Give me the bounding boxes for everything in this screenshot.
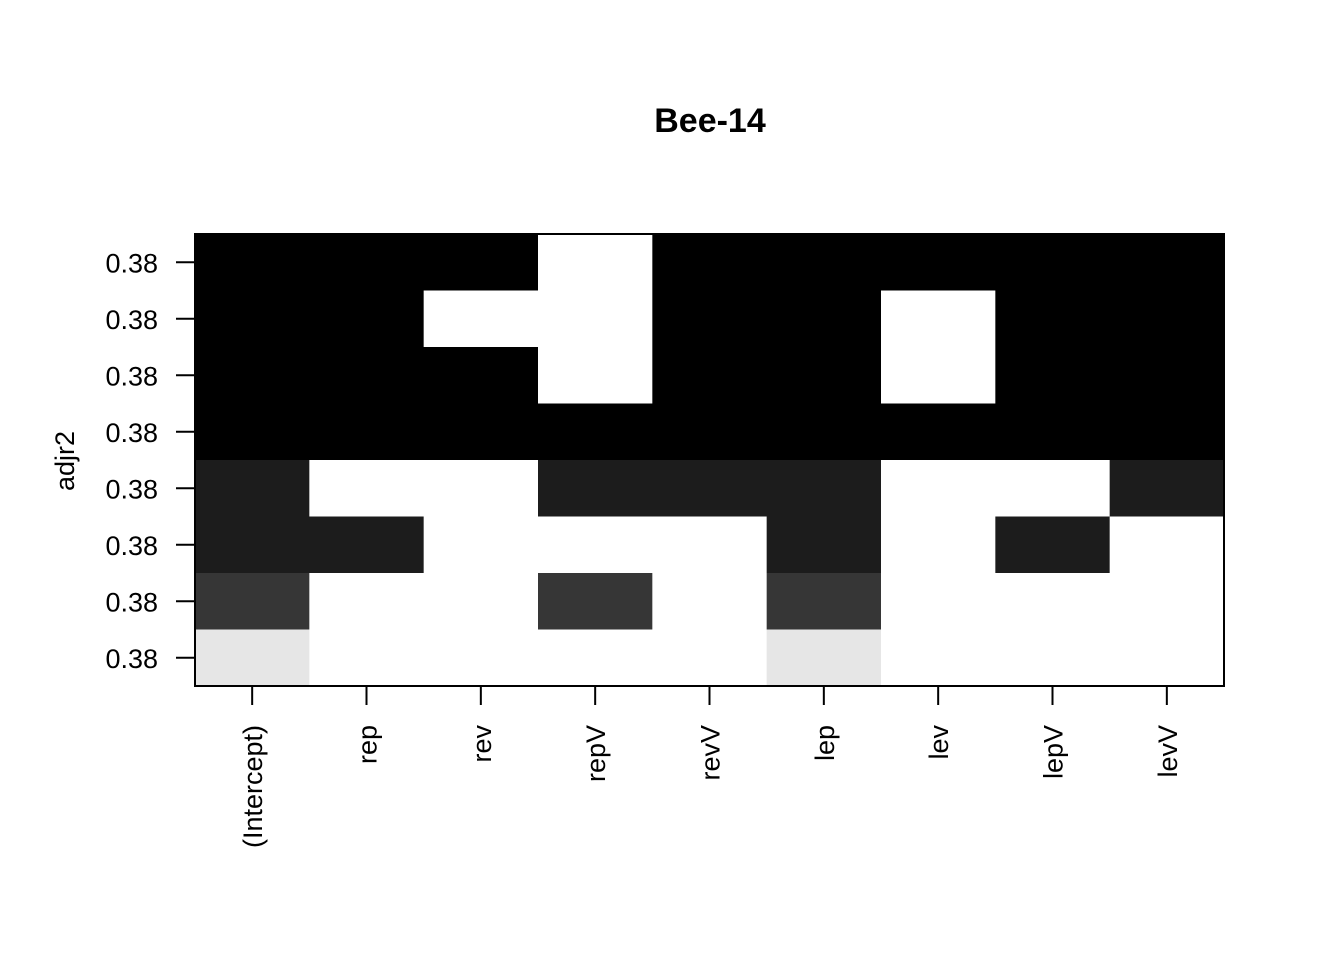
heatmap-cell <box>538 460 653 518</box>
heatmap-cell <box>195 516 310 574</box>
heatmap-cell <box>538 234 653 292</box>
heatmap-cell <box>995 629 1111 687</box>
heatmap-cell <box>195 573 310 631</box>
heatmap-cell <box>881 347 996 405</box>
heatmap-cell <box>1109 347 1225 405</box>
heatmap-cell <box>423 234 539 292</box>
heatmap-cell <box>652 629 768 687</box>
heatmap-cell <box>309 460 425 518</box>
heatmap-cell <box>538 629 653 687</box>
heatmap-cell <box>995 290 1111 348</box>
heatmap-cell <box>309 516 425 574</box>
heatmap-cell <box>652 234 768 292</box>
heatmap-cell <box>195 290 310 348</box>
x-tick-label: lev <box>924 725 954 760</box>
heatmap-cell <box>652 516 768 574</box>
heatmap-cell <box>766 573 882 631</box>
heatmap-cell <box>652 290 768 348</box>
x-tick-label: rep <box>353 725 383 764</box>
x-tick-label: rev <box>467 725 497 763</box>
heatmap-cell <box>309 290 425 348</box>
y-tick-label: 0.38 <box>105 305 158 335</box>
y-axis-label: adjr2 <box>50 431 80 491</box>
heatmap-cell <box>995 460 1111 518</box>
heatmap-cell <box>538 347 653 405</box>
heatmap-cell <box>1109 460 1225 518</box>
heatmap-cell <box>995 516 1111 574</box>
x-tick-label: revV <box>696 725 726 781</box>
heatmap-cell <box>195 460 310 518</box>
heatmap-cell <box>766 403 882 461</box>
heatmap-cell <box>766 629 882 687</box>
heatmap-cell <box>423 573 539 631</box>
y-tick-label: 0.38 <box>105 474 158 504</box>
x-tick-label: lep <box>810 725 840 761</box>
heatmap-cell <box>195 347 310 405</box>
heatmap-cell <box>1109 573 1225 631</box>
x-tick-label: (Intercept) <box>238 725 268 848</box>
heatmap-cell <box>538 403 653 461</box>
heatmap-cell <box>423 516 539 574</box>
y-axis: 0.38 0.38 0.38 0.38 0.38 0.38 0.38 0.38 <box>105 248 195 674</box>
heatmap-cell <box>423 290 539 348</box>
heatmap-cell <box>652 347 768 405</box>
heatmap-cell <box>995 234 1111 292</box>
heatmap-cell <box>881 516 996 574</box>
heatmap-cell <box>881 403 996 461</box>
x-tick-label: levV <box>1153 725 1183 778</box>
heatmap-cell <box>423 347 539 405</box>
heatmap-cell <box>881 573 996 631</box>
heatmap-cells <box>195 234 1225 687</box>
x-tick-label: lepV <box>1039 725 1069 779</box>
heatmap-cell <box>652 573 768 631</box>
heatmap-cell <box>652 403 768 461</box>
heatmap-cell <box>766 516 882 574</box>
y-tick-label: 0.38 <box>105 587 158 617</box>
x-tick-label: repV <box>581 725 611 782</box>
y-tick-label: 0.38 <box>105 418 158 448</box>
heatmap-cell <box>309 403 425 461</box>
heatmap-cell <box>195 629 310 687</box>
heatmap-cell <box>881 234 996 292</box>
heatmap-cell <box>995 347 1111 405</box>
y-tick-label: 0.38 <box>105 361 158 391</box>
heatmap-cell <box>881 460 996 518</box>
heatmap-cell <box>1109 234 1225 292</box>
heatmap-cell <box>1109 629 1225 687</box>
chart-title: Bee-14 <box>654 102 766 140</box>
heatmap-cell <box>652 460 768 518</box>
heatmap-cell <box>766 290 882 348</box>
heatmap-cell <box>309 629 425 687</box>
heatmap-cell <box>1109 290 1225 348</box>
heatmap-cell <box>538 573 653 631</box>
heatmap-cell <box>423 629 539 687</box>
heatmap-cell <box>309 347 425 405</box>
heatmap-cell <box>538 516 653 574</box>
heatmap-cell <box>881 290 996 348</box>
y-tick-label: 0.38 <box>105 248 158 278</box>
heatmap-cell <box>538 290 653 348</box>
heatmap-cell <box>995 403 1111 461</box>
heatmap-cell <box>995 573 1111 631</box>
y-tick-label: 0.38 <box>105 531 158 561</box>
y-tick-label: 0.38 <box>105 644 158 674</box>
heatmap-cell <box>766 347 882 405</box>
heatmap-cell <box>195 403 310 461</box>
heatmap-cell <box>309 573 425 631</box>
heatmap-cell <box>423 460 539 518</box>
x-axis: (Intercept) rep rev repV revV lep lev lepV levV <box>238 686 1183 848</box>
heatmap-cell <box>766 234 882 292</box>
heatmap-cell <box>423 403 539 461</box>
heatmap-cell <box>1109 516 1225 574</box>
heatmap-cell <box>881 629 996 687</box>
heatmap-cell <box>195 234 310 292</box>
heatmap-cell <box>309 234 425 292</box>
heatmap-cell <box>1109 403 1225 461</box>
heatmap-cell <box>766 460 882 518</box>
